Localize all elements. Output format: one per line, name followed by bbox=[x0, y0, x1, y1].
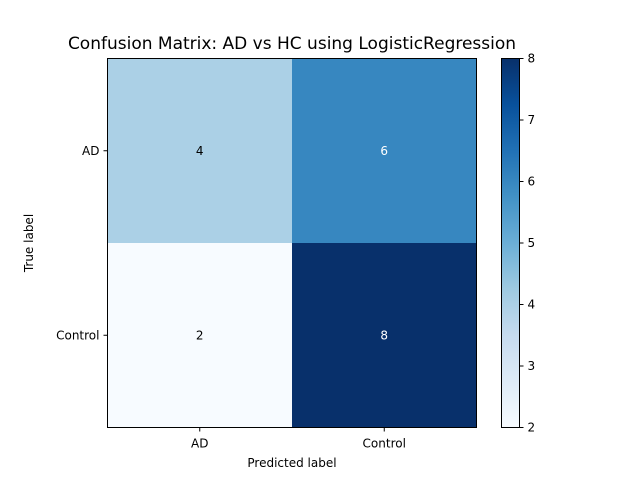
x-axis-label: Predicted label bbox=[247, 456, 336, 470]
cell-value-label: 2 bbox=[196, 328, 204, 342]
y-axis-label: True label bbox=[22, 214, 36, 273]
heatmap-cells: 4 6 2 8 bbox=[107, 58, 477, 428]
colorbar-tick-label: 6 bbox=[528, 175, 536, 189]
colorbar-tick-label: 3 bbox=[528, 359, 536, 373]
colorbar-tick-label: 2 bbox=[528, 421, 536, 435]
cell-value-label: 4 bbox=[196, 144, 204, 158]
y-tick-label: Control bbox=[56, 328, 99, 342]
colorbar-tick-label: 4 bbox=[528, 298, 536, 312]
x-tick-label: AD bbox=[191, 437, 208, 451]
x-axis-ticks: AD Control bbox=[191, 427, 406, 451]
plot-frame bbox=[107, 58, 477, 428]
colorbar bbox=[501, 58, 520, 428]
colorbar-tick-label: 7 bbox=[528, 113, 536, 127]
cell-value-label: 8 bbox=[380, 328, 388, 342]
heatmap-cell bbox=[292, 58, 477, 243]
cell-value-label: 6 bbox=[380, 144, 388, 158]
colorbar-tick-label: 8 bbox=[528, 52, 536, 66]
heatmap-cell bbox=[107, 58, 292, 243]
y-axis-ticks: AD Control bbox=[56, 144, 108, 342]
heatmap-cell bbox=[107, 243, 292, 428]
colorbar-ticks: 2 3 4 5 6 7 8 bbox=[519, 52, 536, 435]
heatmap-cell bbox=[292, 243, 477, 428]
colorbar-tick-label: 5 bbox=[528, 236, 536, 250]
y-tick-label: AD bbox=[82, 144, 99, 158]
chart-title: Confusion Matrix: AD vs HC using Logisti… bbox=[68, 34, 516, 54]
x-tick-label: Control bbox=[363, 437, 406, 451]
